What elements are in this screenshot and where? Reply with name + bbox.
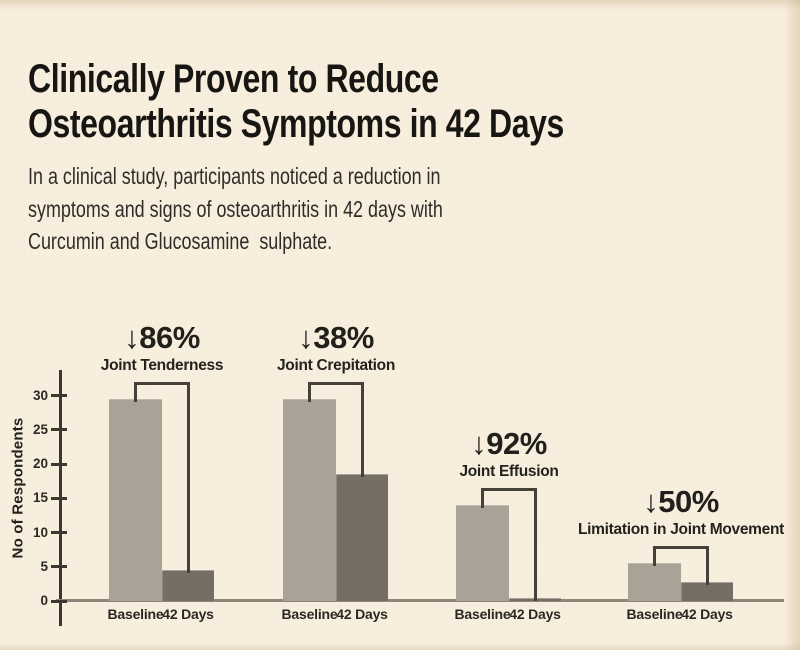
bracket-left-leg (481, 488, 484, 509)
y-tick-mark (51, 565, 67, 569)
y-tick-mark (51, 599, 67, 603)
reduction-percent: ↓92% (471, 426, 547, 462)
bracket-horizontal (308, 381, 364, 385)
x-label-baseline: Baseline (281, 606, 338, 622)
y-tick-label: 0 (40, 593, 48, 608)
bottom-edge-shading (0, 642, 800, 650)
bracket-left-leg (134, 381, 137, 402)
bar-baseline (109, 398, 162, 601)
y-tick-mark (51, 531, 67, 534)
reduction-percent: ↓50% (643, 484, 719, 520)
x-label-baseline: Baseline (626, 606, 683, 622)
y-tick-label: 15 (32, 490, 48, 506)
bracket-right-leg (705, 546, 709, 585)
bracket-left-leg (653, 546, 656, 567)
bar-baseline (456, 505, 509, 601)
reduction-percent: ↓86% (124, 319, 200, 355)
bar-42days (336, 474, 388, 601)
group-heading: ↓92% Joint Effusion (359, 427, 659, 481)
y-tick-label: 10 (32, 524, 48, 540)
x-label-42days: 42 Days (509, 606, 561, 622)
subtitle-line-2: symptoms and signs of osteoarthritis in … (28, 195, 443, 222)
subtitle-line-3: Curcumin and Glucosamine sulphate. (28, 228, 333, 254)
group-label: Joint Tenderness (100, 356, 224, 374)
group-label: Joint Crepitation (276, 356, 396, 374)
x-label-42days: 42 Days (681, 606, 733, 622)
bar-42days (681, 581, 733, 601)
y-tick-label: 5 (40, 558, 48, 574)
bracket-right-leg (186, 381, 190, 574)
group-label: Limitation in Joint Movement (577, 521, 785, 539)
page-title: Clinically Proven to Reduce Osteoarthriti… (28, 57, 564, 147)
x-axis-line (56, 599, 784, 602)
subtitle-line-1: In a clinical study, participants notice… (28, 163, 441, 189)
page-subtitle: In a clinical study, participants notice… (28, 160, 443, 258)
group-heading: ↓50% Limitation in Joint Movement (531, 485, 800, 539)
group-label: Joint Effusion (459, 463, 559, 481)
top-edge-shading (0, 0, 800, 10)
x-label-baseline: Baseline (454, 606, 511, 622)
bracket-horizontal (134, 381, 190, 385)
y-tick-label: 30 (32, 387, 48, 403)
page-title-line-2: Osteoarthritis Symptoms in 42 Days (28, 102, 564, 146)
x-label-42days: 42 Days (162, 606, 214, 622)
y-tick-label: 25 (32, 421, 48, 437)
group-heading: ↓86% Joint Tenderness (12, 321, 312, 375)
bar-baseline (628, 563, 681, 601)
y-tick-mark (51, 496, 67, 500)
bracket-right-leg (533, 488, 537, 601)
bar-42days (162, 570, 214, 601)
y-tick-mark (51, 394, 67, 397)
y-tick-mark (51, 428, 67, 432)
bracket-horizontal (481, 488, 537, 492)
y-tick-label: 20 (32, 456, 48, 471)
x-label-42days: 42 Days (336, 606, 388, 622)
bracket-right-leg (360, 381, 364, 478)
bracket-horizontal (653, 546, 709, 550)
reduction-percent: ↓38% (298, 319, 374, 355)
right-edge-shading (784, 0, 800, 650)
group-heading: ↓38% Joint Crepitation (186, 321, 486, 375)
bar-baseline (283, 398, 336, 601)
bracket-left-leg (308, 381, 311, 402)
page-title-line-1: Clinically Proven to Reduce (28, 57, 439, 101)
x-label-baseline: Baseline (107, 606, 164, 622)
y-tick-mark (51, 462, 67, 466)
